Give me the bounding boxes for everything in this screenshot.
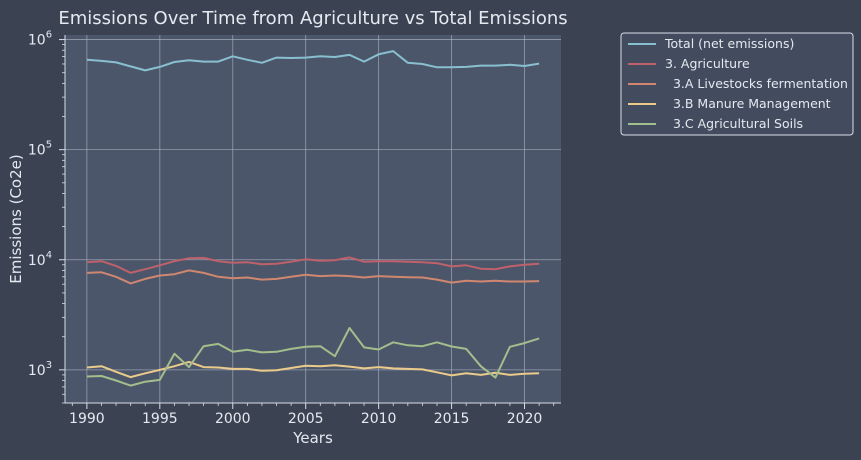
legend-label: 3.B Manure Management (665, 96, 831, 111)
chart-title: Emissions Over Time from Agriculture vs … (58, 8, 567, 29)
x-tick-label: 1995 (142, 411, 178, 427)
series-line-1 (86, 50, 540, 72)
legend-items: Total (net emissions) 3. Agriculture 3.A … (628, 36, 848, 131)
y-axis-label: Emissions (Co2e) (7, 154, 25, 283)
x-axis-label: Years (292, 429, 333, 447)
x-tick-label: 2000 (215, 411, 251, 427)
y-tick-label: 106 (28, 30, 52, 49)
legend: Total (net emissions) 3. Agriculture 3.A … (620, 32, 854, 136)
legend-label: 3.A Livestocks fermentation (665, 76, 848, 91)
series-line-3 (86, 269, 540, 285)
y-tick-label: 103 (28, 360, 52, 379)
x-tick-label: 2010 (361, 411, 397, 427)
x-tick-label: 2020 (507, 411, 543, 427)
series-line-5 (86, 327, 540, 387)
series-lines (86, 50, 540, 387)
x-tick-label: 2015 (434, 411, 470, 427)
series-line-2 (86, 256, 540, 274)
legend-box (620, 32, 854, 136)
plot-background (65, 35, 561, 403)
x-tick-label: 2005 (288, 411, 324, 427)
legend-label: 3.C Agricultural Soils (665, 116, 803, 131)
y-tick-label: 104 (28, 250, 52, 269)
legend-label: Total (net emissions) (664, 36, 794, 51)
axes: 1990 1995 2000 2005 2010 2015 2020 103 104 105 106 (28, 30, 561, 427)
legend-label: 3. Agriculture (665, 56, 750, 71)
y-tick-label: 105 (28, 140, 52, 159)
x-tick-label: 1990 (69, 411, 105, 427)
series-line-4 (86, 360, 540, 379)
